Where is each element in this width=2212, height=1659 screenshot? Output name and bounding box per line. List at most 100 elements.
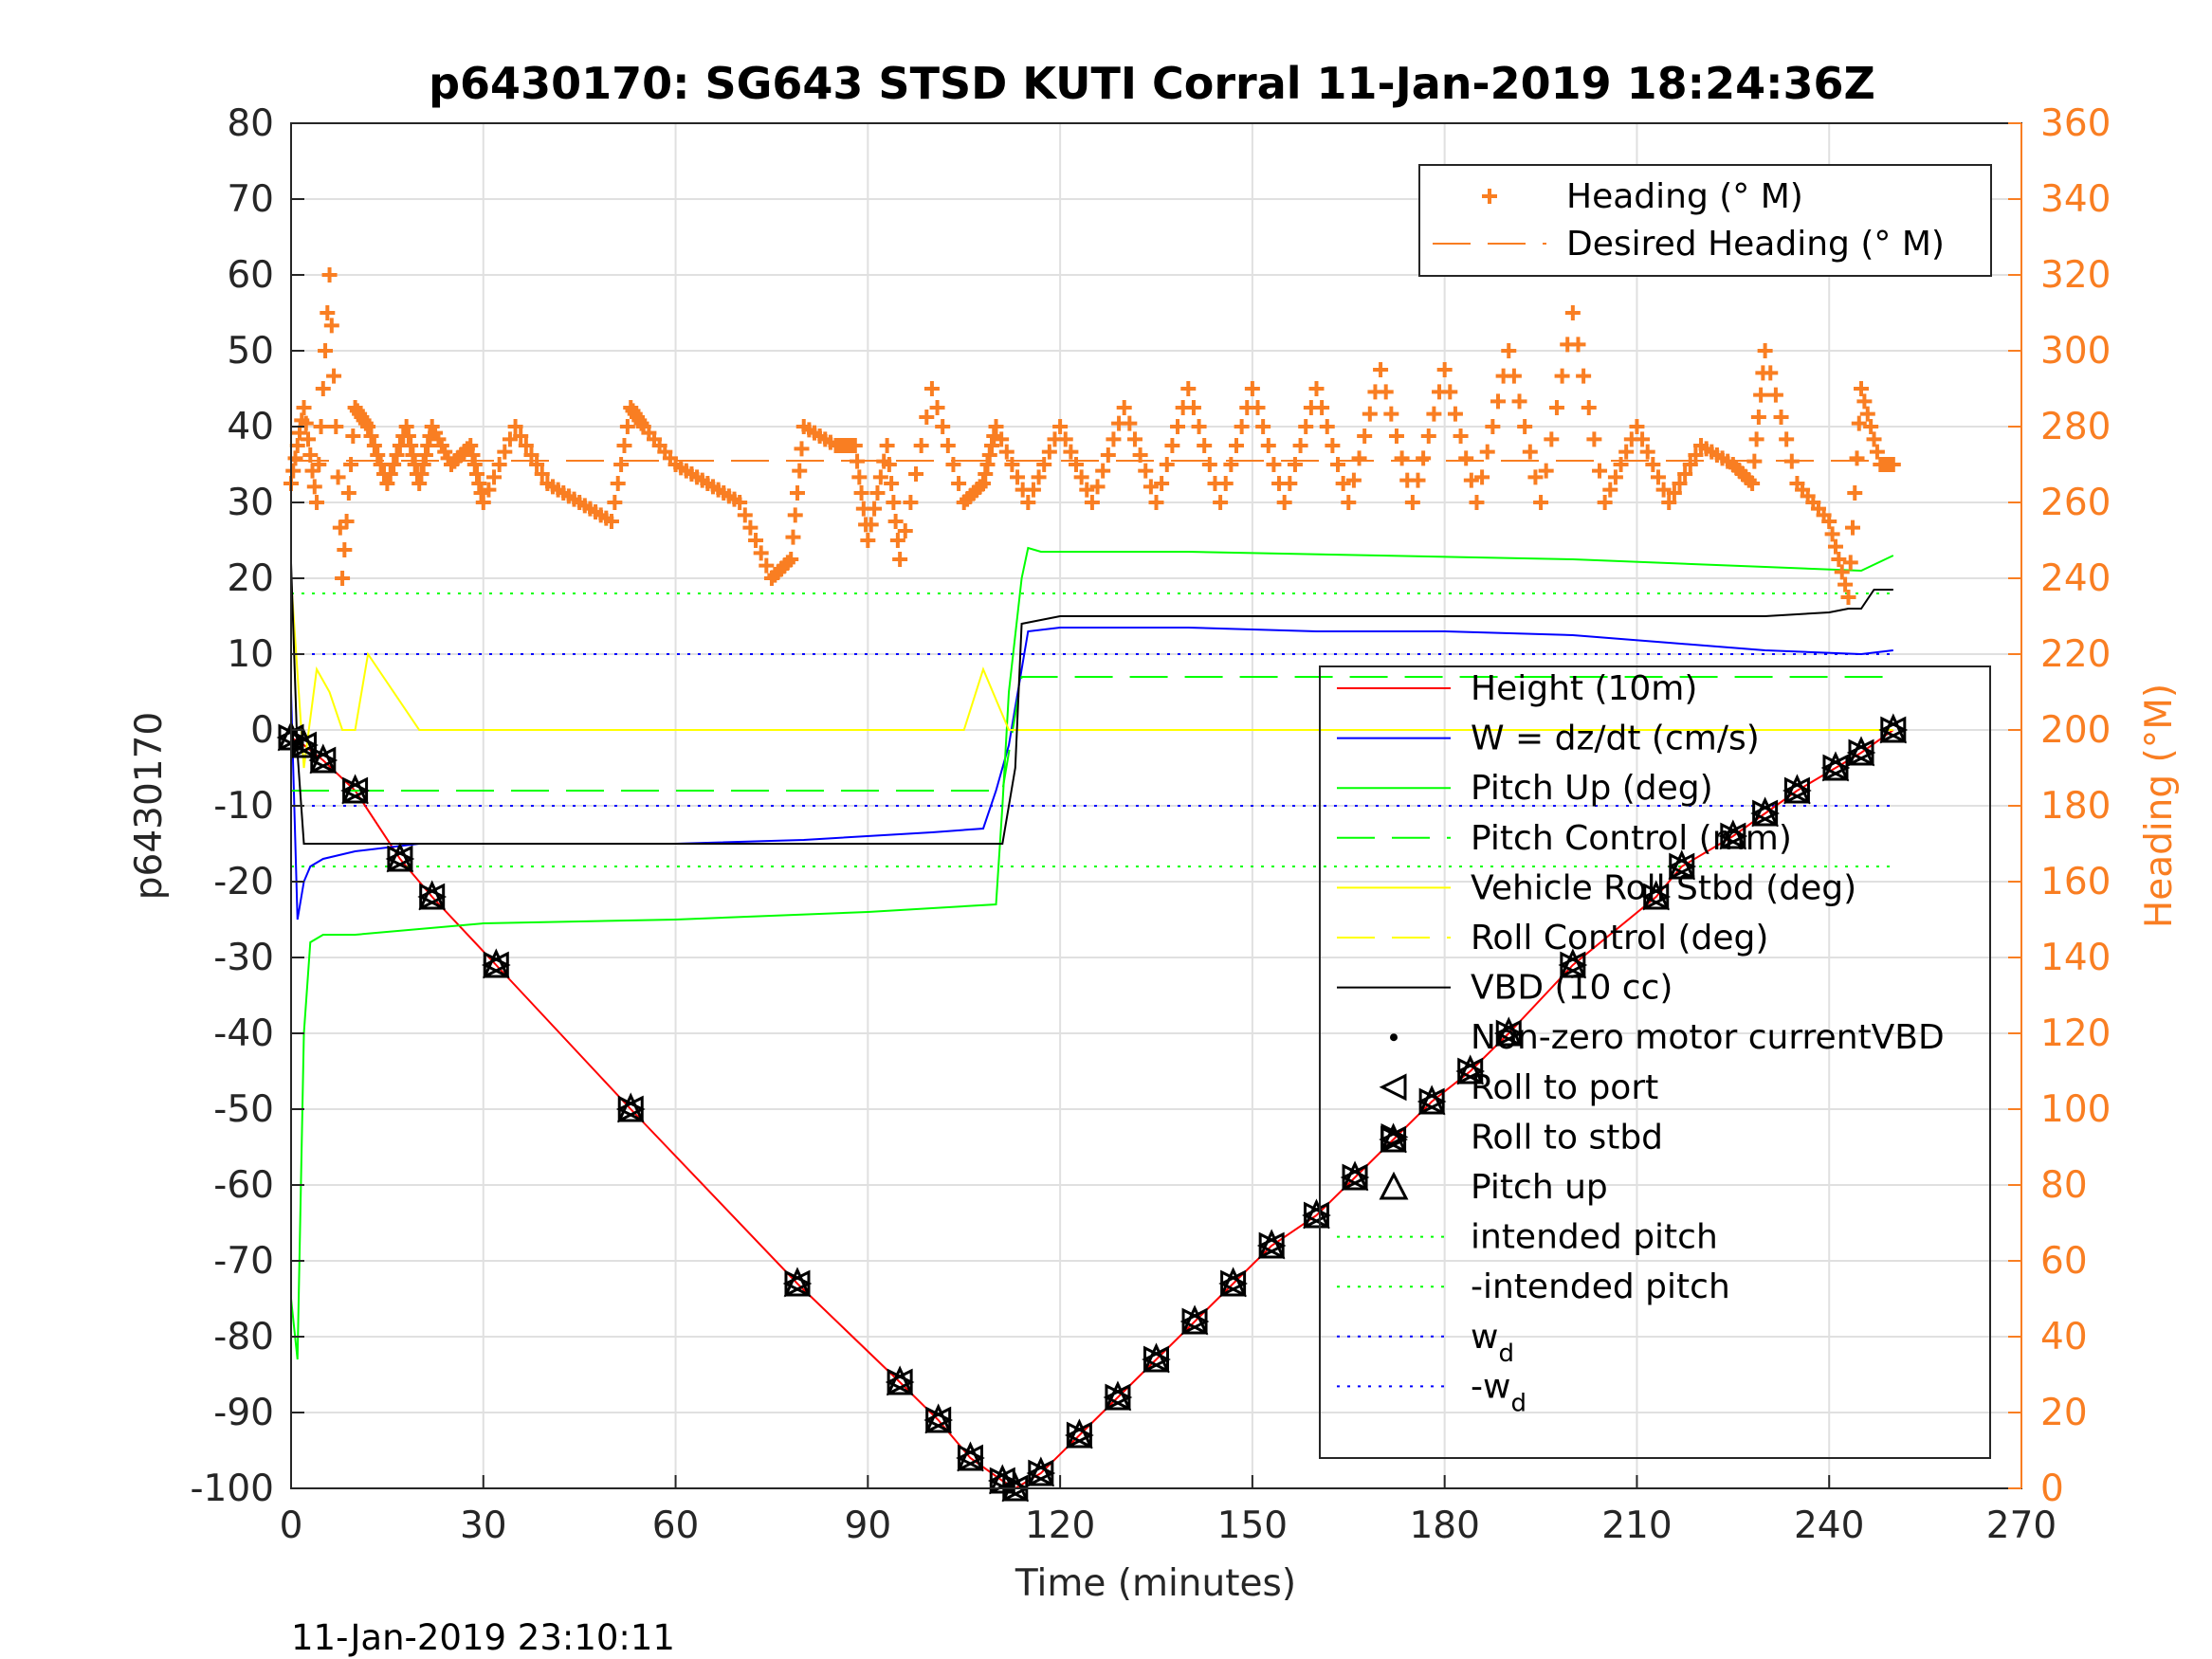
pitch-up-marker xyxy=(1751,796,1779,827)
y-tick-label: 70 xyxy=(227,178,274,221)
heading-point xyxy=(1501,343,1517,358)
y2-tick-label: 120 xyxy=(2040,1012,2111,1055)
heading-point xyxy=(1847,485,1863,501)
y-tick-label: 80 xyxy=(227,102,274,145)
heading-point xyxy=(1197,438,1213,453)
heading-point xyxy=(1073,469,1089,485)
heading-point xyxy=(979,457,996,472)
heading-point xyxy=(1750,410,1766,425)
heading-point xyxy=(1851,415,1867,431)
series-pitch-control-mm xyxy=(291,676,1893,792)
heading-point xyxy=(742,520,759,536)
heading-point xyxy=(1840,590,1856,605)
roll-to-stbd-marker xyxy=(1848,738,1876,767)
roll-to-stbd-marker xyxy=(1220,1269,1248,1298)
heading-point xyxy=(1260,438,1276,453)
heading-point xyxy=(1842,555,1858,571)
pitch-up-marker xyxy=(418,880,447,910)
heading-point xyxy=(518,438,534,453)
pitch-up-marker xyxy=(1066,1418,1093,1449)
y2-tick-label: 20 xyxy=(2040,1392,2088,1434)
heading-point xyxy=(984,438,1000,453)
y2-tick-label: 340 xyxy=(2040,178,2111,221)
heading-point xyxy=(847,438,863,453)
x-tick-label: 30 xyxy=(460,1504,507,1547)
heading-point xyxy=(1479,444,1495,460)
y2-tick-label: 280 xyxy=(2040,406,2111,448)
heading-point xyxy=(366,438,382,453)
legend-main-label: wd xyxy=(1471,1318,1514,1368)
heading-point xyxy=(976,476,991,491)
heading-point xyxy=(315,381,331,396)
legend-main-label-text: W = dz/dt (cm/s) xyxy=(1471,720,1760,758)
y-tick-label: 40 xyxy=(227,406,274,448)
heading-point xyxy=(1020,495,1036,510)
legend-main-label-text: -w xyxy=(1471,1367,1510,1406)
y-tick-label: 10 xyxy=(227,633,274,676)
heading-point xyxy=(1453,428,1469,444)
heading-point xyxy=(978,466,994,482)
heading-point xyxy=(1490,393,1506,410)
y2-tick-label: 360 xyxy=(2040,102,2111,145)
roll-to-stbd-marker xyxy=(310,746,338,775)
heading-point xyxy=(502,431,518,447)
heading-point xyxy=(1463,472,1479,488)
series-heading-m xyxy=(283,267,1901,605)
heading-point xyxy=(398,419,414,434)
heading-point xyxy=(1292,438,1308,453)
pitch-up-marker xyxy=(1494,1016,1523,1047)
heading-point xyxy=(616,438,632,453)
pitch-up-marker xyxy=(1456,1054,1485,1085)
y2-tick-label: 160 xyxy=(2040,861,2111,903)
legend-main-label-text: w xyxy=(1471,1318,1498,1357)
heading-point xyxy=(1416,450,1432,466)
heading-point xyxy=(988,419,1004,434)
heading-point xyxy=(379,476,395,491)
pitch-up-marker xyxy=(1719,819,1747,849)
heading-point xyxy=(1859,406,1875,422)
heading-point xyxy=(935,419,951,434)
legend-main-label-text: Pitch Control (mm) xyxy=(1471,819,1792,858)
y2-tick-label: 260 xyxy=(2040,482,2111,524)
x-tick-label: 0 xyxy=(280,1504,303,1547)
x-tick-label: 120 xyxy=(1025,1504,1095,1547)
heading-point xyxy=(1522,444,1538,460)
heading-point xyxy=(792,463,808,479)
pitch-up-marker xyxy=(482,948,510,978)
legend-main-label: Roll to port xyxy=(1471,1068,1658,1107)
y2-axis-label: Heading (°M) xyxy=(2138,684,2181,928)
heading-point xyxy=(1036,457,1052,472)
heading-point xyxy=(1570,337,1586,353)
heading-point xyxy=(1052,419,1069,434)
heading-point xyxy=(607,495,623,510)
heading-point xyxy=(1511,393,1527,410)
roll-to-stbd-marker xyxy=(957,1444,985,1472)
heading-point xyxy=(619,419,635,434)
pitch-up-marker xyxy=(1143,1342,1170,1373)
y2-tick-label: 40 xyxy=(2040,1316,2088,1358)
heading-point xyxy=(1314,400,1330,415)
roll-to-stbd-marker xyxy=(1822,754,1851,782)
heading-point xyxy=(1629,419,1645,434)
heading-point xyxy=(613,457,630,472)
heading-point xyxy=(306,479,322,495)
heading-point xyxy=(491,457,507,472)
heading-point xyxy=(1635,431,1651,447)
heading-point xyxy=(1345,472,1362,488)
heading-point xyxy=(1757,343,1773,358)
heading-point xyxy=(785,529,801,545)
heading-point xyxy=(1576,368,1592,384)
heading-point xyxy=(345,428,361,444)
heading-point xyxy=(794,441,810,457)
y-tick-label: 30 xyxy=(227,482,274,524)
heading-point xyxy=(867,501,883,517)
heading-point xyxy=(1143,479,1159,495)
legend-main-label: intended pitch xyxy=(1471,1218,1718,1257)
heading-point xyxy=(1126,431,1143,447)
x-tick-label: 90 xyxy=(845,1504,892,1547)
heading-point xyxy=(1869,444,1885,460)
legend-main-label: Non-zero motor currentVBD xyxy=(1471,1018,1945,1057)
ticks: 0 30 60 90 120 150 180 210 240 270-100-90-80-70-6… xyxy=(190,102,2111,1547)
roll-to-stbd-marker xyxy=(617,1095,646,1123)
heading-point xyxy=(1856,393,1873,410)
